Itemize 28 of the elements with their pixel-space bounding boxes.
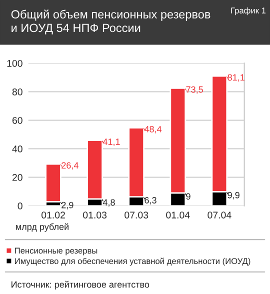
data-label: 6,3 <box>144 197 156 205</box>
x-axis-title: млрд рублей <box>16 223 68 232</box>
text: Источник: рейтинговое агентство <box>12 280 150 290</box>
data-label: 26,4 <box>62 162 78 170</box>
data-label: 4,8 <box>102 199 115 207</box>
data-label: 9,9 <box>228 192 240 200</box>
x-tick-label: 01.02 <box>41 212 65 218</box>
data-label: 2,9 <box>62 202 74 210</box>
y-tick-label: 20 <box>12 174 22 181</box>
x-tick-label: 01.04 <box>166 212 190 218</box>
text: График 1 <box>231 7 266 16</box>
y-tick-label: 60 <box>12 116 22 124</box>
x-tick-label: 07.03 <box>124 212 148 218</box>
x-tick-label: 01.03 <box>83 212 107 218</box>
legend-label: Имущество для обеспечения уставной деятельности (ИОУД) <box>15 258 250 266</box>
data-label: 48,4 <box>144 126 162 134</box>
y-tick-label: 0 <box>18 202 22 210</box>
y-tick-label: 100 <box>7 60 22 67</box>
chart-title: Общий объем пенсионных резервов и ИОУД 54 НПФ России <box>11 10 210 34</box>
legend-label: Пенсионные резервы <box>15 248 98 256</box>
data-label: 73,5 <box>186 86 203 94</box>
y-tick-label: 40 <box>12 146 22 152</box>
y-tick-label: 80 <box>12 88 22 96</box>
data-label: 81,1 <box>228 74 244 82</box>
bar <box>45 163 62 202</box>
data-label: 41,1 <box>102 138 120 146</box>
x-tick-label: 07.04 <box>208 212 232 218</box>
data-label: 9 <box>186 193 190 200</box>
